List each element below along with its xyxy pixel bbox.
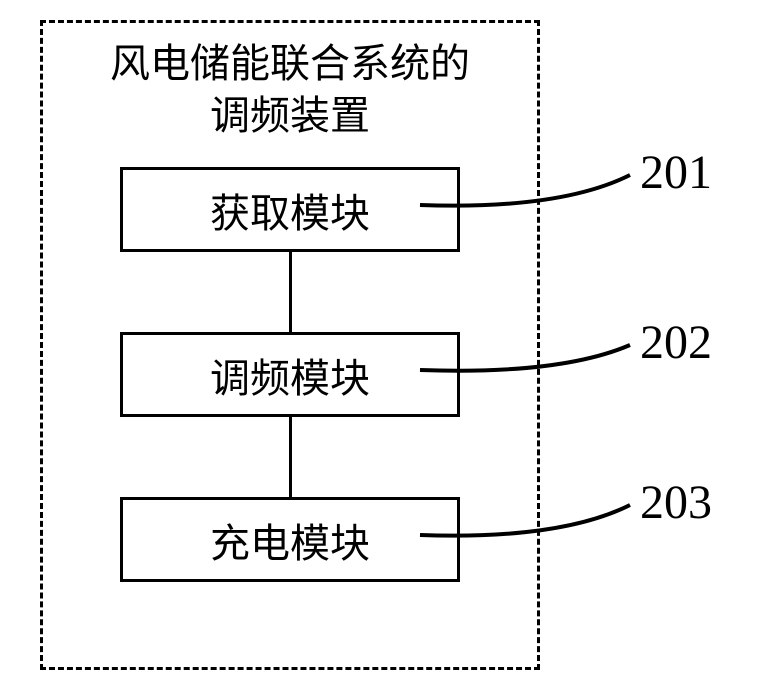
- callout-line-203: [0, 0, 778, 692]
